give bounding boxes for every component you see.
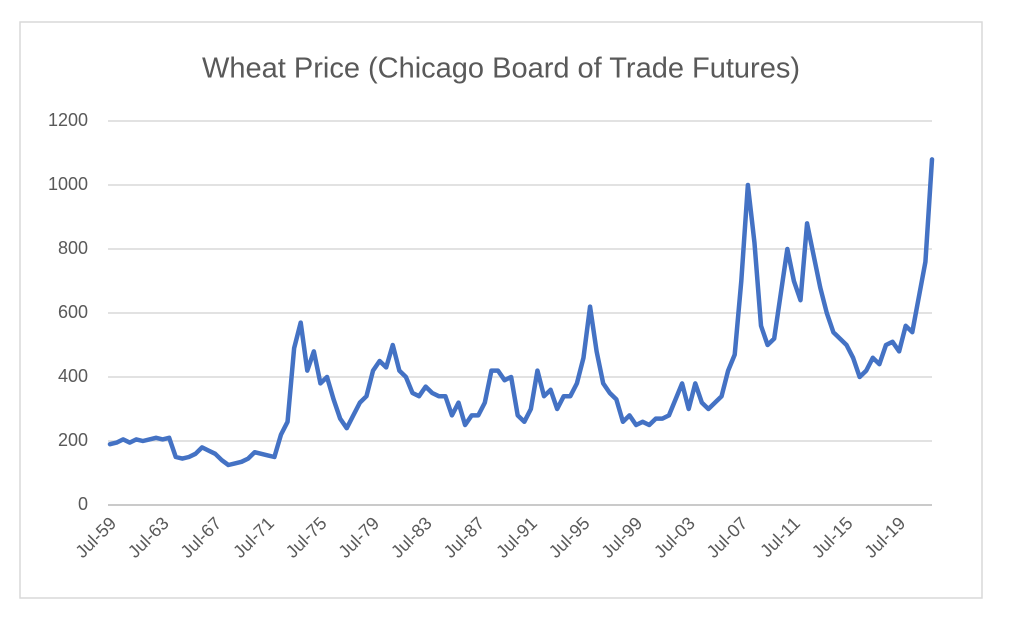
y-tick-label: 1200 — [48, 110, 88, 130]
y-tick-label: 0 — [78, 494, 88, 514]
y-tick-label: 800 — [58, 238, 88, 258]
y-tick-label: 1000 — [48, 174, 88, 194]
y-tick-label: 600 — [58, 302, 88, 322]
y-tick-label: 200 — [58, 430, 88, 450]
chart-title: Wheat Price (Chicago Board of Trade Futu… — [202, 53, 800, 85]
y-tick-label: 400 — [58, 366, 88, 386]
chart-frame — [19, 21, 983, 599]
data-line — [107, 157, 935, 468]
